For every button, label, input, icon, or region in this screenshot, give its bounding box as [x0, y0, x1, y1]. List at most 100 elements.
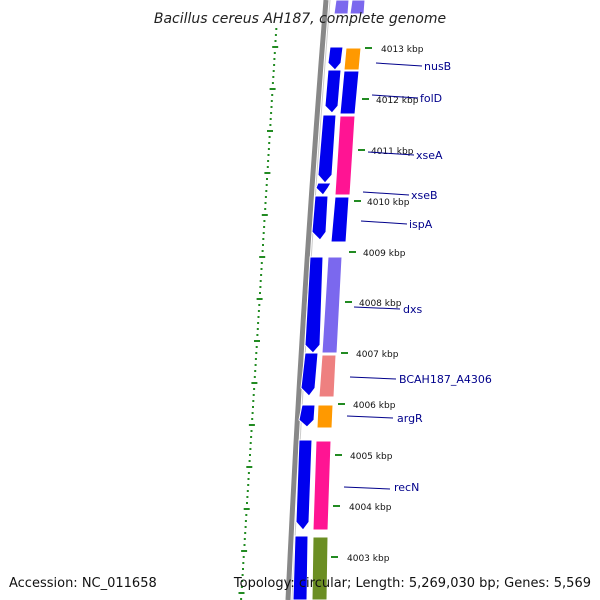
tick-4007-kbp: 4007 kbp: [341, 350, 399, 360]
gc-skew-mark: [248, 424, 255, 426]
tick-label: 4012 kbp: [376, 96, 419, 106]
cds-feature: [330, 196, 350, 243]
cds-feature: [321, 256, 343, 354]
gene-label-text[interactable]: dxs: [403, 303, 422, 316]
gc-skew-mark: [252, 400, 255, 402]
gc-skew-mark: [241, 580, 244, 582]
gene-label-line: [362, 191, 410, 196]
cds-feature: [304, 256, 324, 354]
tick-label: 4007 kbp: [356, 350, 399, 360]
cds-feature: [311, 195, 329, 241]
gc-skew-mark: [272, 46, 279, 48]
gc-skew-track: [238, 28, 279, 600]
cds-feature: [295, 439, 313, 531]
gene-label-dxs[interactable]: dxs: [353, 303, 422, 316]
gene-label-folD[interactable]: folD: [371, 92, 442, 105]
gc-skew-mark: [245, 514, 248, 516]
gc-skew-mark: [259, 256, 266, 258]
gene-label-ispA[interactable]: ispA: [360, 218, 433, 231]
gc-skew-mark: [275, 28, 278, 30]
cds-feature: [324, 69, 342, 114]
gene-label-xseA[interactable]: xseA: [367, 149, 443, 162]
gc-skew-mark: [250, 436, 253, 438]
gc-skew-mark: [249, 448, 252, 450]
gc-skew-mark: [273, 52, 276, 54]
tick-4009-kbp: 4009 kbp: [349, 249, 406, 259]
gene-label-text[interactable]: nusB: [424, 60, 451, 73]
gc-skew-mark: [256, 334, 259, 336]
cds-feature: [318, 354, 337, 398]
gc-skew-mark: [265, 190, 268, 192]
cds-feature: [343, 47, 362, 71]
gene-label-text[interactable]: xseB: [411, 189, 438, 202]
forward-cds-track: [292, 0, 366, 600]
gc-skew-mark: [264, 196, 267, 198]
gene-label-nusB[interactable]: nusB: [375, 60, 451, 73]
gene-label-text[interactable]: folD: [420, 92, 442, 105]
gc-skew-mark: [243, 538, 246, 540]
gc-skew-mark: [264, 172, 271, 174]
gc-skew-mark: [251, 382, 258, 384]
gene-label-text[interactable]: xseA: [416, 149, 443, 162]
gc-skew-mark: [261, 214, 268, 216]
gene-label-line: [353, 306, 401, 310]
gene-label-text[interactable]: recN: [394, 481, 419, 494]
gc-skew-mark: [259, 292, 261, 294]
tick-label: 4005 kbp: [350, 452, 393, 462]
gene-label-text[interactable]: BCAH187_A4306: [399, 373, 492, 386]
gc-skew-mark: [266, 178, 268, 180]
gene-label-recN[interactable]: recN: [343, 481, 419, 494]
gc-skew-mark: [257, 322, 260, 324]
gene-label-line: [349, 376, 397, 380]
cds-feature: [333, 0, 350, 15]
gc-skew-mark: [252, 406, 254, 408]
gc-skew-mark: [242, 562, 245, 564]
gc-skew-mark: [261, 250, 264, 252]
gc-skew-mark: [246, 466, 253, 468]
gc-skew-mark: [269, 124, 272, 126]
position-ticks: 4013 kbp 4012 kbp 4011 kbp 4010 kbp 4009…: [331, 45, 424, 564]
tick-4013-kbp: 4013 kbp: [365, 45, 424, 55]
gene-label-BCAH187_A4306[interactable]: BCAH187_A4306: [349, 373, 492, 386]
gc-skew-mark: [270, 106, 273, 108]
gc-skew-mark: [240, 598, 243, 600]
gc-skew-mark: [249, 454, 251, 456]
gc-skew-mark: [260, 268, 263, 270]
tick-label: 4009 kbp: [363, 249, 406, 259]
gene-label-text[interactable]: argR: [397, 412, 423, 425]
gc-skew-mark: [253, 388, 256, 390]
gene-label-text[interactable]: ispA: [409, 218, 433, 231]
gc-skew-mark: [255, 346, 258, 348]
gene-label-xseB[interactable]: xseB: [362, 189, 438, 202]
gc-skew-mark: [265, 184, 268, 186]
gc-skew-mark: [269, 88, 276, 90]
gc-skew-mark: [264, 208, 267, 210]
gc-skew-mark: [270, 100, 273, 102]
tick-4008-kbp: 4008 kbp: [345, 299, 402, 309]
gc-skew-mark: [254, 364, 257, 366]
gc-skew-mark: [273, 64, 276, 66]
tick-4006-kbp: 4006 kbp: [338, 401, 396, 411]
gc-skew-mark: [271, 82, 274, 84]
tick-4011-kbp: 4011 kbp: [358, 147, 414, 157]
cds-feature: [315, 182, 332, 196]
gene-label-line: [346, 415, 394, 419]
tick-4005-kbp: 4005 kbp: [335, 452, 393, 462]
gc-skew-mark: [244, 532, 247, 534]
gc-skew-mark: [246, 490, 249, 492]
gc-skew-mark: [270, 112, 273, 114]
gc-skew-mark: [246, 502, 248, 504]
cds-feature: [339, 70, 360, 115]
gc-skew-mark: [267, 160, 270, 162]
gc-skew-mark: [257, 316, 260, 318]
cds-feature: [312, 440, 332, 531]
gc-skew-mark: [257, 310, 260, 312]
cds-feature: [292, 535, 309, 600]
gene-label-argR[interactable]: argR: [346, 412, 423, 425]
gc-skew-mark: [269, 118, 272, 120]
category-cds-track: [311, 47, 362, 600]
gc-skew-mark: [274, 34, 277, 36]
gc-skew-mark: [254, 358, 257, 360]
tick-4003-kbp: 4003 kbp: [331, 554, 390, 564]
cds-feature: [327, 46, 344, 71]
